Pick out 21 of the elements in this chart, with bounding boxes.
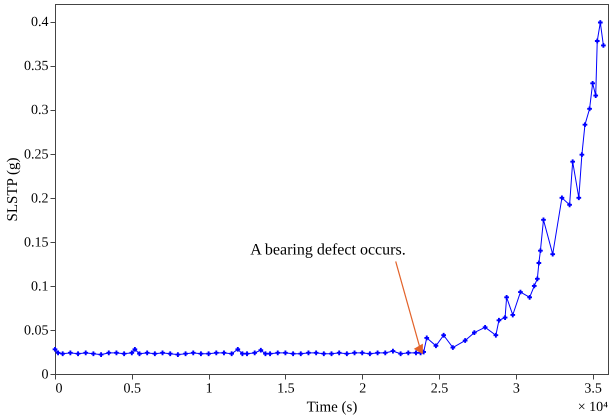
x-tick-label: 3 (512, 382, 520, 396)
x-tick-label: 1.5 (277, 382, 295, 396)
y-tick-label: 0.3 (31, 103, 48, 118)
y-tick-label: 0.25 (24, 147, 48, 162)
text: × 10⁴ (578, 400, 608, 415)
y-tick-label: 0.1 (31, 279, 48, 294)
y-axis-title: SLSTP (g) (5, 157, 21, 222)
x-axis-title: Time (s) (306, 400, 358, 416)
y-tick-label: 0.05 (24, 323, 48, 338)
y-tick-label: 0.15 (24, 235, 48, 250)
x-tick-label: 2.5 (430, 382, 448, 396)
x-tick-label: 1 (206, 382, 213, 396)
y-tick-label: 0.35 (24, 59, 48, 74)
y-tick-label: 0.4 (31, 15, 48, 30)
annotation: A bearing defect occurs. (250, 241, 406, 258)
x-tick-label: 3.5 (584, 382, 602, 396)
y-tick-label: 0.2 (31, 191, 48, 206)
x-tick-label: 0 (56, 382, 62, 396)
x-tick-label: 0.5 (124, 382, 142, 396)
y-tick-label: 0 (42, 368, 48, 382)
x-tick-label: 2 (359, 382, 366, 396)
